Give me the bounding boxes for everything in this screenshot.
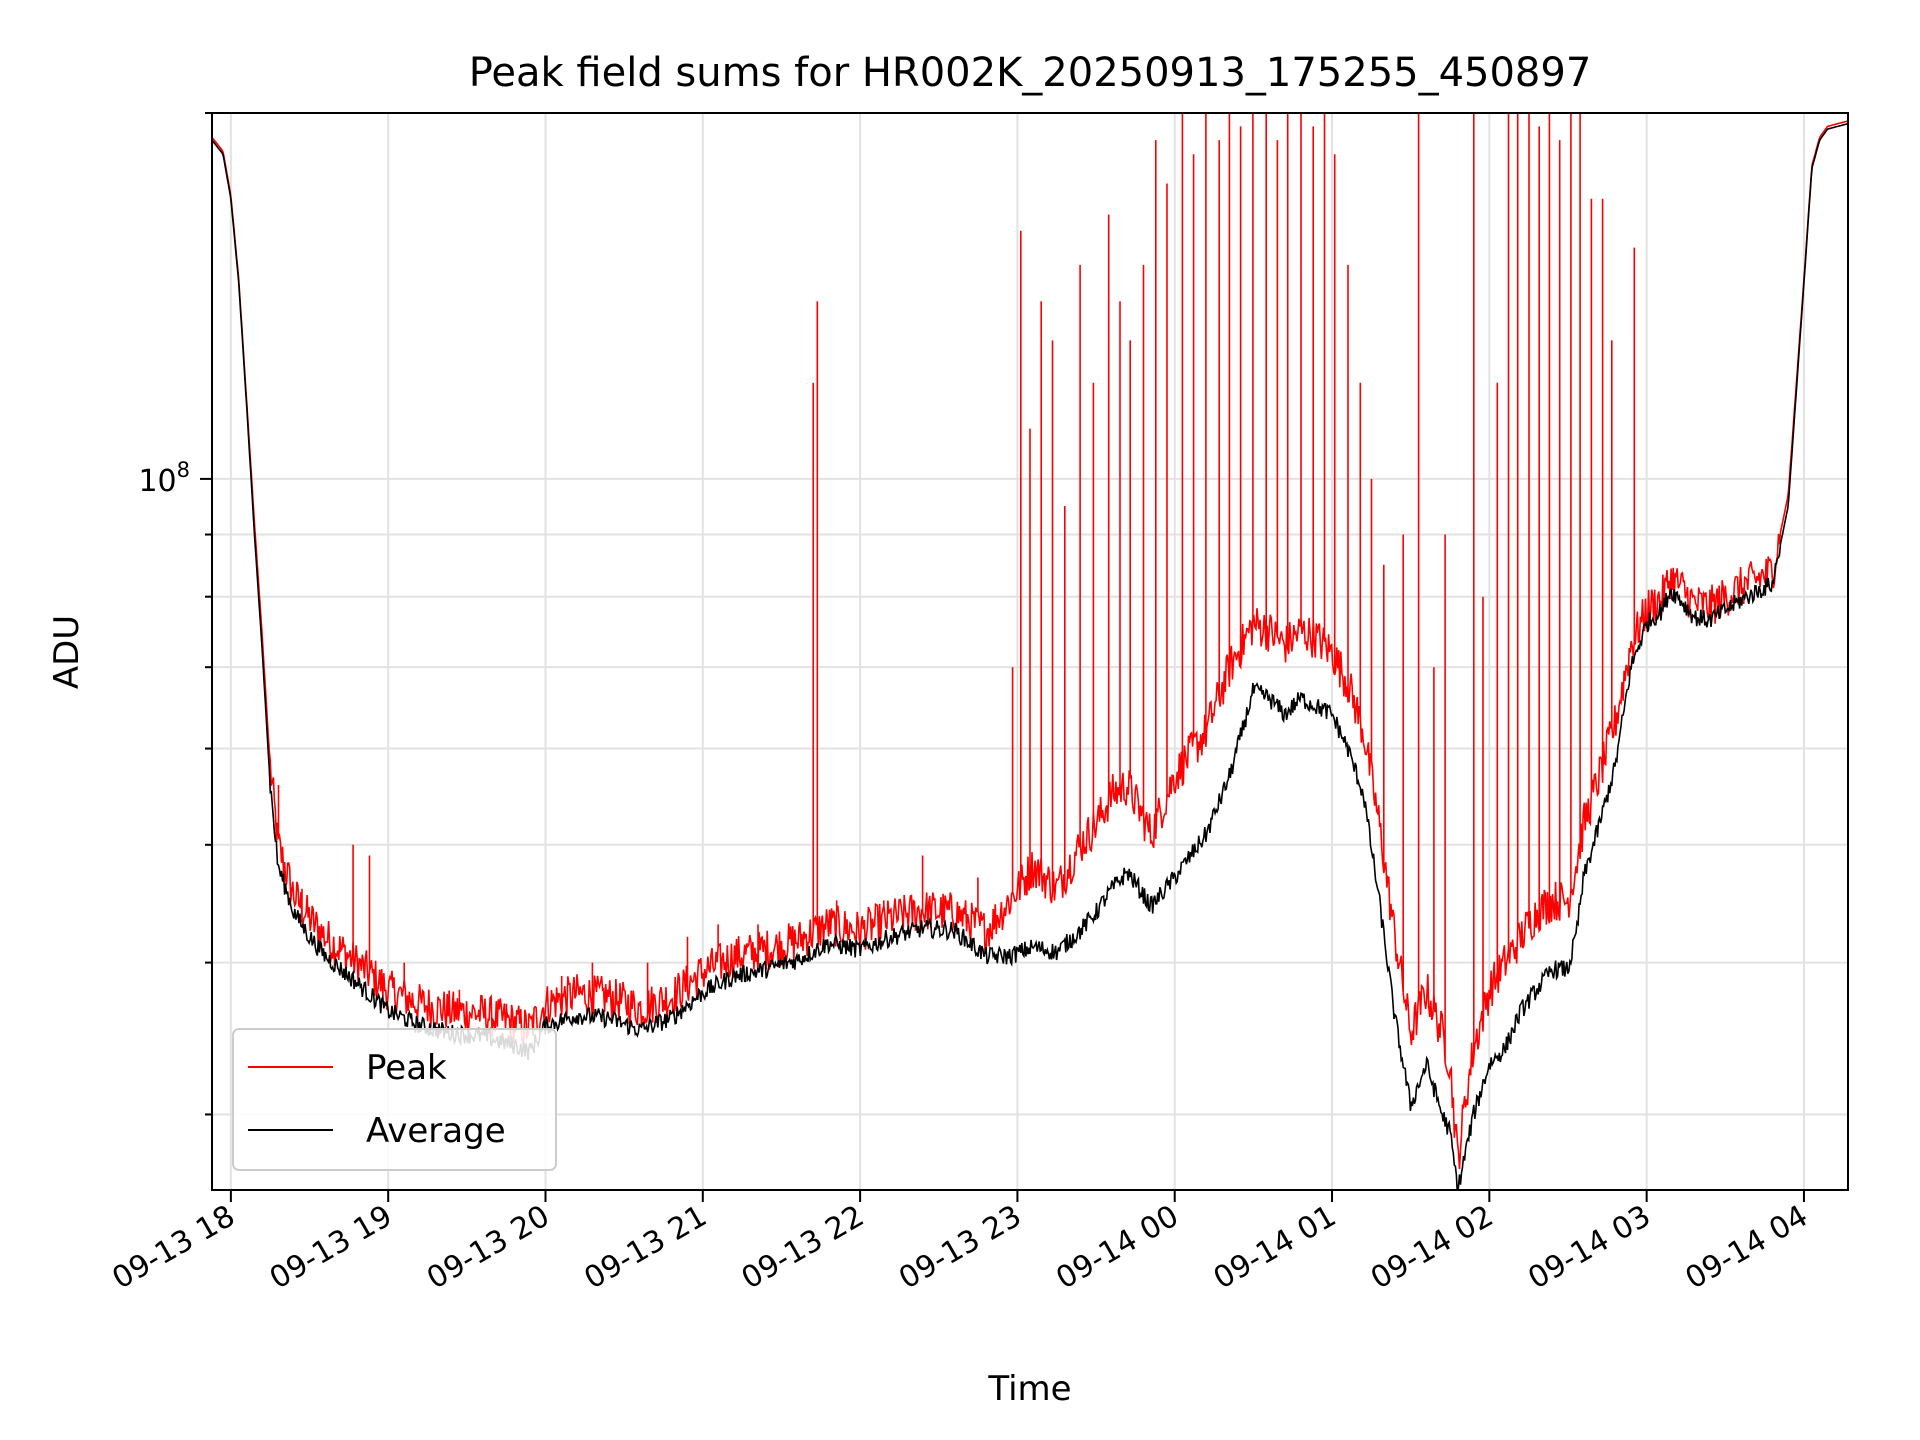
legend-peak-label: Peak	[366, 1048, 447, 1088]
y-axis-label: ADU	[47, 615, 87, 689]
y-tick-label: 108	[138, 458, 190, 499]
legend-box	[232, 1028, 557, 1171]
chart-title: Peak field sums for HR002K_20250913_1752…	[469, 50, 1592, 96]
legend: Peak Average	[232, 1028, 557, 1171]
legend-average-label: Average	[366, 1111, 506, 1151]
x-axis-label: Time	[987, 1369, 1071, 1409]
series-line-peak	[212, 113, 1848, 1169]
plot-frame	[211, 112, 1849, 1191]
